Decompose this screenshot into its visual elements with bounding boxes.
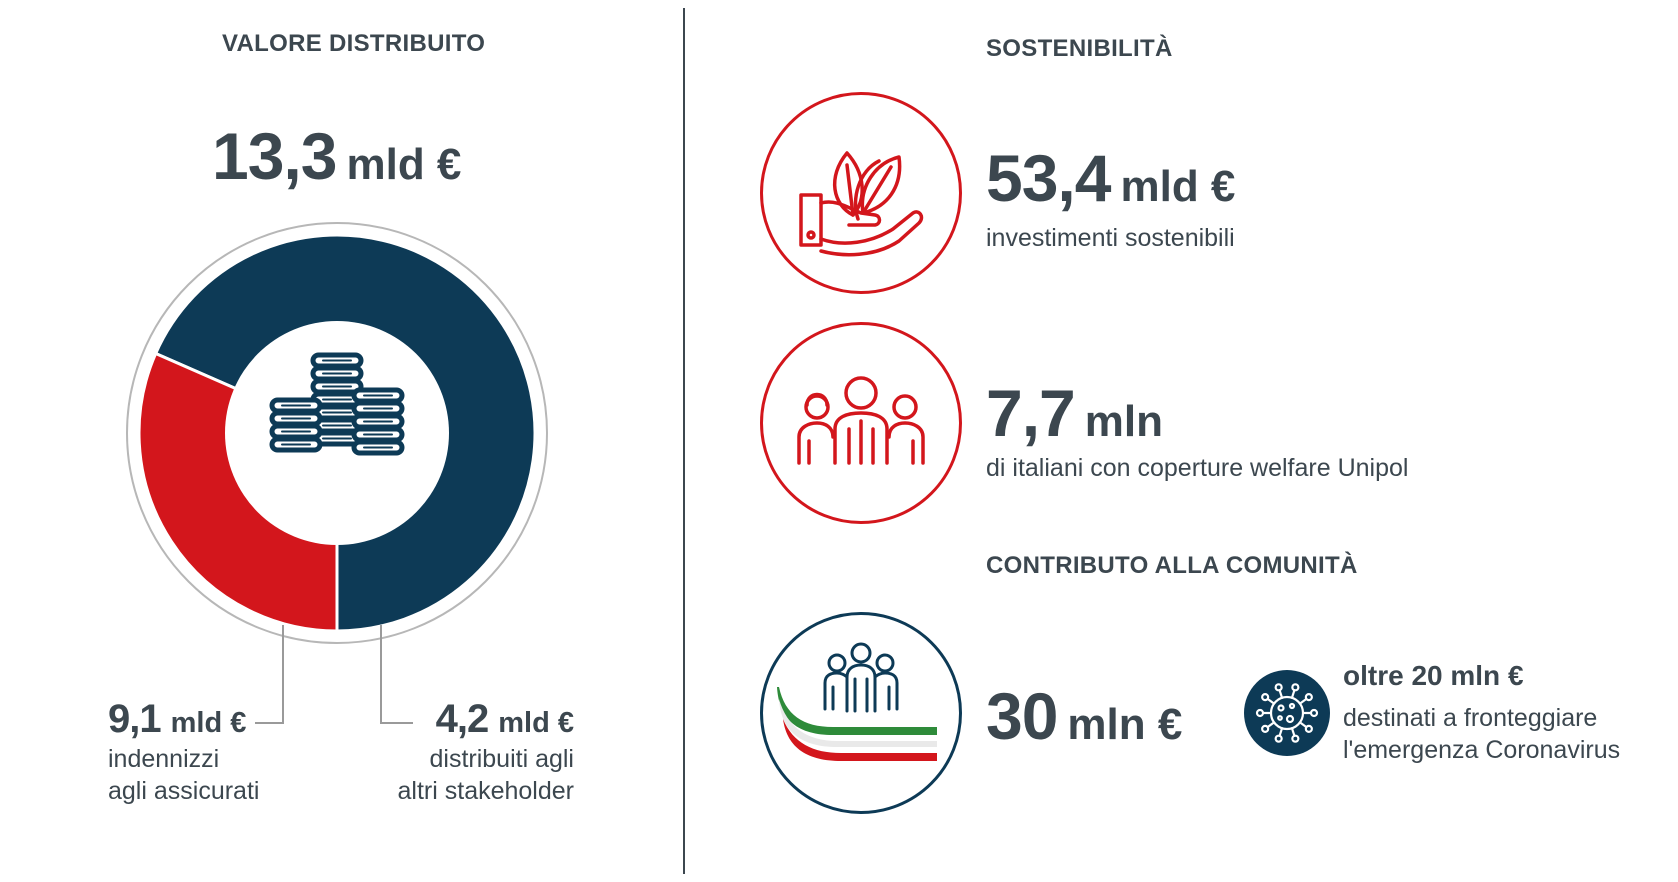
note-description: destinati a fronteggiare l'emergenza Cor… xyxy=(1343,702,1620,766)
item2-unit: mln xyxy=(1084,397,1163,446)
segment-red-number: 4,2 xyxy=(435,697,490,741)
sostenibilita-heading: SOSTENIBILITÀ xyxy=(986,35,1173,62)
segment-navy-value: 9,1 mld € xyxy=(108,697,246,742)
item3-number: 30 xyxy=(986,679,1058,753)
segment-navy-unit: mld € xyxy=(170,707,247,739)
virus-spike-head-5 xyxy=(1255,708,1265,718)
virus-spike-9 xyxy=(1298,697,1308,705)
item2-description: di italiani con coperture welfare Unipol xyxy=(986,454,1409,482)
virus-spike-6 xyxy=(1266,697,1276,705)
virus-spike-head-8 xyxy=(1291,683,1300,692)
virus-spike-7 xyxy=(1278,689,1284,699)
virus-spike-head-2 xyxy=(1291,734,1300,743)
virus-spike-3 xyxy=(1278,727,1284,737)
leader-line-navy xyxy=(255,625,284,724)
note-description-line1: destinati a fronteggiare xyxy=(1343,704,1598,732)
segment-red-label-line2: altri stakeholder xyxy=(397,777,574,805)
community-italy-icon xyxy=(760,612,962,814)
total-value: 13,3 mld € xyxy=(212,118,461,194)
item1-description: investimenti sostenibili xyxy=(986,224,1235,252)
item3-value: 30 mln € xyxy=(986,678,1182,754)
note-highlight: oltre 20 mln € xyxy=(1343,660,1524,691)
total-number: 13,3 xyxy=(212,119,337,193)
virus-spike-4 xyxy=(1266,721,1276,729)
note-description-line2: l'emergenza Coronavirus xyxy=(1343,736,1621,764)
vertical-divider xyxy=(683,8,685,874)
total-unit: mld € xyxy=(346,140,462,189)
donut-outer-ring xyxy=(126,222,548,644)
segment-red-unit: mld € xyxy=(498,707,574,739)
people-group-icon xyxy=(760,322,962,524)
virus-icon xyxy=(1244,670,1330,756)
virus-spike-head-1 xyxy=(1304,724,1313,733)
virus-spike-head-7 xyxy=(1274,683,1283,692)
segment-red-label: distribuiti agli altri stakeholder xyxy=(398,743,574,807)
item1-unit: mld € xyxy=(1120,162,1236,211)
segment-navy-number: 9,1 xyxy=(108,697,162,741)
item1-value: 53,4 mld € xyxy=(986,140,1235,216)
plant-in-hand-icon xyxy=(760,92,962,294)
segment-navy-label-line1: indennizzi xyxy=(108,745,220,773)
item2-number: 7,7 xyxy=(986,376,1076,450)
segment-navy-label-line2: agli assicurati xyxy=(108,777,260,805)
virus-spike-head-6 xyxy=(1261,693,1270,702)
segment-navy-label: indennizzi agli assicurati xyxy=(108,743,259,807)
item2-value: 7,7 mln xyxy=(986,375,1163,451)
coins-icon xyxy=(269,352,405,456)
virus-spike-head-3 xyxy=(1274,734,1283,743)
item1-number: 53,4 xyxy=(986,141,1111,215)
virus-spike-head-9 xyxy=(1304,693,1313,702)
virus-spike-8 xyxy=(1290,689,1296,699)
segment-red-value: 4,2 mld € xyxy=(436,697,574,742)
item3-unit: mln € xyxy=(1067,700,1183,749)
virus-spike-head-4 xyxy=(1261,724,1270,733)
virus-spike-head-0 xyxy=(1309,708,1319,718)
leader-line-red xyxy=(380,625,413,724)
virus-spike-2 xyxy=(1290,727,1296,737)
virus-spike-1 xyxy=(1298,721,1308,729)
contributo-heading: CONTRIBUTO ALLA COMUNITÀ xyxy=(986,552,1358,579)
segment-red-label-line1: distribuiti agli xyxy=(429,745,574,773)
valore-distribuito-heading: VALORE DISTRIBUITO xyxy=(222,30,486,57)
